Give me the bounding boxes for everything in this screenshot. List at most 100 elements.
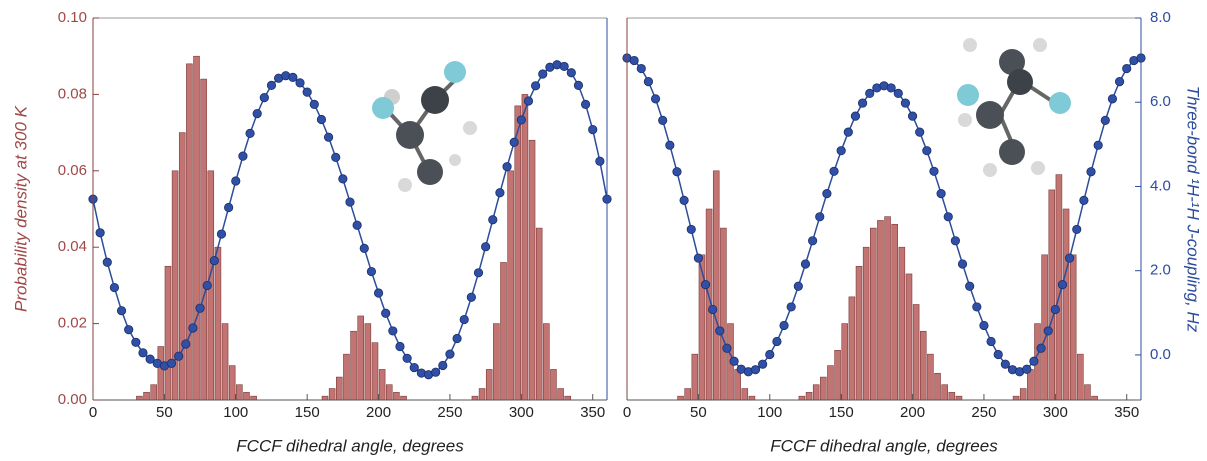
bar (236, 385, 242, 400)
bar (827, 366, 833, 400)
bar (956, 396, 962, 400)
bar (820, 377, 826, 400)
j-coupling-point (203, 281, 211, 289)
bar (322, 396, 328, 400)
y-axis-label: Probability density at 300 K (11, 105, 30, 312)
j-coupling-point (930, 167, 938, 175)
bar (892, 224, 898, 400)
j-coupling-point (267, 81, 275, 89)
bar (365, 324, 371, 400)
j-coupling-point (560, 62, 568, 70)
x-tick-label: 100 (757, 404, 782, 421)
j-coupling-point (381, 309, 389, 317)
j-coupling-point (851, 112, 859, 120)
j-coupling-point (1108, 95, 1116, 103)
bar (1020, 389, 1026, 400)
bar (136, 396, 142, 400)
j-coupling-point (1044, 327, 1052, 335)
j-coupling-point (1037, 344, 1045, 352)
j-coupling-point (210, 256, 218, 264)
x-tick-label: 150 (295, 404, 320, 421)
bar (215, 247, 221, 400)
bar (158, 347, 164, 400)
x-tick-label: 250 (971, 404, 996, 421)
bar (685, 389, 691, 400)
bar (863, 247, 869, 400)
y2-tick-label: 2.0 (1150, 262, 1171, 279)
j-coupling-point (289, 73, 297, 81)
j-coupling-point (353, 221, 361, 229)
bar (842, 324, 848, 400)
x-tick-label: 0 (623, 404, 631, 421)
bar (713, 171, 719, 400)
j-coupling-point (773, 337, 781, 345)
j-coupling-point (644, 77, 652, 85)
bar (229, 366, 235, 400)
j-coupling-point (574, 81, 582, 89)
j-coupling-point (965, 282, 973, 290)
bar (856, 266, 862, 400)
j-coupling-point (453, 334, 461, 342)
x-tick-label: 300 (509, 404, 534, 421)
bar (1070, 255, 1076, 400)
j-coupling-point (958, 260, 966, 268)
j-coupling-point (866, 89, 874, 97)
x-axis-label: FCCF dihedral angle, degrees (770, 436, 998, 455)
y2-tick-label: 0.0 (1150, 346, 1171, 363)
j-coupling-point (708, 305, 716, 313)
bar (870, 228, 876, 400)
bar (501, 262, 507, 400)
j-coupling-point (651, 95, 659, 103)
j-coupling-point (844, 128, 852, 136)
j-coupling-point (367, 267, 375, 275)
j-coupling-point (596, 157, 604, 165)
x-axis-label: FCCF dihedral angle, degrees (236, 436, 464, 455)
molecule-illustration (372, 38, 1071, 192)
bar (565, 396, 571, 400)
bar (1013, 396, 1019, 400)
y-tick-label: 0.06 (58, 162, 87, 179)
bar (1077, 354, 1083, 400)
j-coupling-point (189, 324, 197, 332)
j-coupling-point (110, 283, 118, 291)
j-coupling-point (103, 258, 111, 266)
j-coupling-point (780, 321, 788, 329)
y-tick-label: 0.00 (58, 391, 87, 408)
bar (515, 106, 521, 400)
j-coupling-point (1080, 196, 1088, 204)
bar (735, 369, 741, 400)
bar (942, 385, 948, 400)
j-coupling-point (446, 350, 454, 358)
bar (151, 385, 157, 400)
x-tick-label: 50 (690, 404, 707, 421)
j-coupling-point (260, 93, 268, 101)
bar (935, 373, 941, 400)
j-coupling-point (937, 189, 945, 197)
j-coupling-point (858, 99, 866, 107)
x-tick-label: 350 (580, 404, 605, 421)
j-coupling-point (474, 269, 482, 277)
j-coupling-point (217, 230, 225, 238)
j-coupling-point (630, 56, 638, 64)
j-coupling-point (1065, 254, 1073, 262)
bar (479, 389, 485, 400)
y-tick-label: 0.02 (58, 315, 87, 332)
j-coupling-point (467, 293, 475, 301)
j-coupling-point (460, 315, 468, 323)
j-coupling-point (296, 79, 304, 87)
j-coupling-point (751, 365, 759, 373)
j-coupling-point (1123, 64, 1131, 72)
j-coupling-point (303, 88, 311, 96)
bar (899, 247, 905, 400)
j-coupling-point (1030, 357, 1038, 365)
j-coupling-point (389, 327, 397, 335)
bar (1092, 396, 1098, 400)
j-coupling-point (915, 128, 923, 136)
bar (1049, 190, 1055, 400)
j-coupling-point (923, 146, 931, 154)
j-coupling-point (167, 359, 175, 367)
x-tick-label: 200 (900, 404, 925, 421)
bar (949, 392, 955, 400)
j-coupling-point (637, 64, 645, 72)
j-coupling-point (730, 357, 738, 365)
